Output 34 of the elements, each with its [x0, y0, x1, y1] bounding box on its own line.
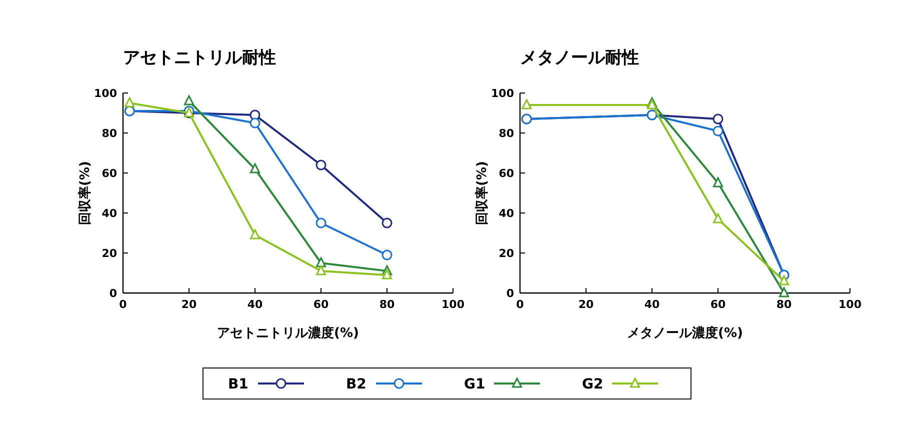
x-tick-label: 60: [313, 298, 329, 311]
y-axis-title: 回収率(%): [77, 161, 93, 225]
y-tick-label: 80: [498, 127, 514, 140]
legend-label: B1: [228, 376, 248, 392]
y-tick-label: 60: [498, 167, 514, 180]
y-tick-label: 40: [498, 207, 514, 220]
y-tick-label: 20: [498, 247, 514, 260]
y-tick-label: 40: [102, 207, 118, 220]
x-tick-label: 0: [516, 298, 524, 311]
legend-label: G1: [464, 376, 486, 392]
y-tick-label: 80: [102, 127, 118, 140]
x-axis-title: メタノール濃度(%): [627, 325, 743, 341]
y-tick-label: 60: [102, 167, 118, 180]
x-tick-label: 100: [838, 298, 862, 311]
chart-title: アセトニトリル耐性: [123, 48, 276, 68]
y-tick-label: 100: [491, 87, 514, 100]
y-tick-label: 20: [102, 247, 118, 260]
legend-label: B2: [346, 376, 366, 392]
x-tick-label: 80: [776, 298, 792, 311]
x-tick-label: 40: [247, 298, 263, 311]
legend-label: G2: [582, 376, 604, 392]
x-tick-label: 40: [644, 298, 660, 311]
y-tick-label: 0: [506, 287, 514, 300]
x-tick-label: 80: [379, 298, 395, 311]
x-axis-title: アセトニトリル濃度(%): [217, 325, 359, 341]
y-tick-label: 0: [109, 287, 118, 300]
chart-title: メタノール耐性: [520, 48, 639, 68]
x-tick-label: 0: [119, 298, 128, 311]
x-tick-label: 20: [181, 298, 197, 311]
y-tick-label: 100: [94, 87, 118, 100]
x-tick-label: 20: [578, 298, 594, 311]
x-tick-label: 100: [442, 298, 465, 311]
y-axis-title: 回収率(%): [474, 161, 490, 225]
x-tick-label: 60: [710, 298, 726, 311]
